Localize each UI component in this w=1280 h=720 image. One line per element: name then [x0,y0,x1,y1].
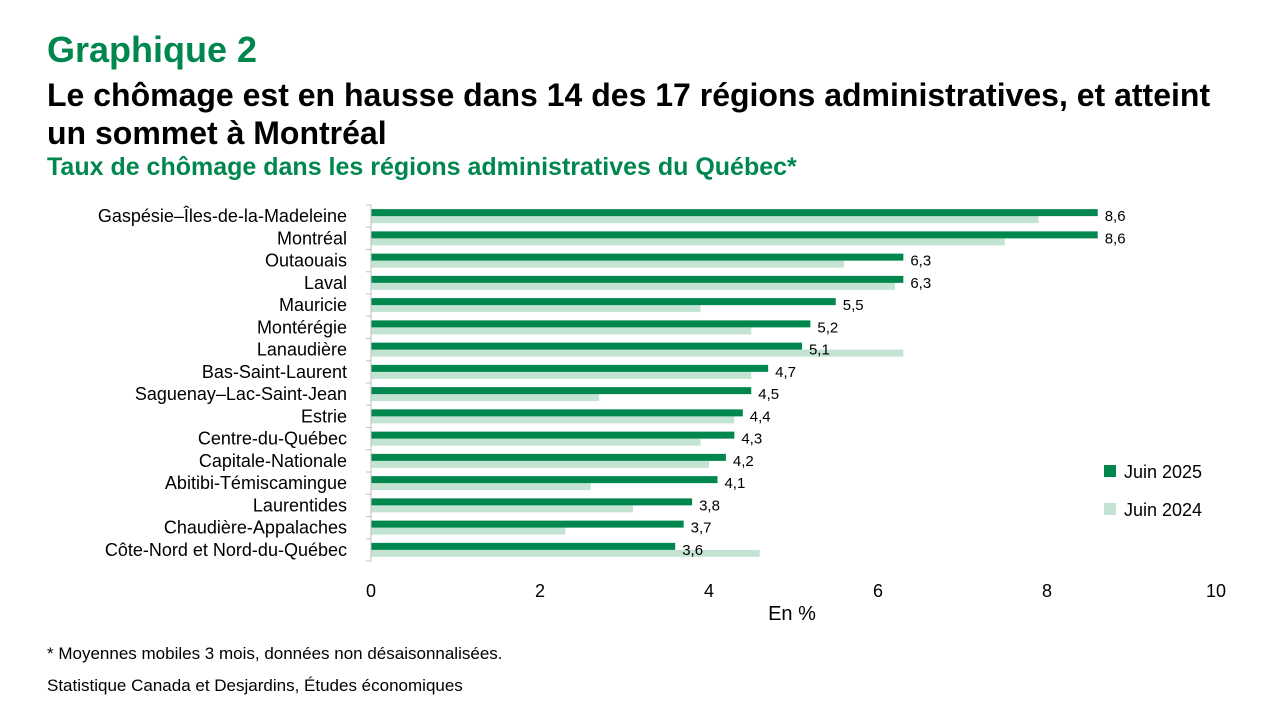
data-label: 4,7 [775,364,796,381]
bar-juin-2024 [371,282,895,290]
data-label: 4,1 [724,475,745,492]
x-tick-label: 10 [1206,581,1226,601]
x-tick-label: 2 [535,581,545,601]
category-label: Montréal [277,228,347,248]
category-label: Capitale-Nationale [199,451,347,471]
bar-juin-2024 [371,416,735,424]
bar-juin-2025 [371,542,676,550]
bar-juin-2024 [371,349,904,357]
category-label: Laurentides [253,495,347,515]
bar-juin-2025 [371,364,769,372]
category-label: Chaudière-Appalaches [164,518,347,538]
category-label: Côte-Nord et Nord-du-Québec [105,540,347,560]
bar-juin-2025 [371,231,1098,239]
data-label: 4,4 [750,408,771,425]
bar-juin-2025 [371,298,836,306]
bar-juin-2024 [371,549,760,557]
x-tick-label: 8 [1042,581,1052,601]
bar-juin-2024 [371,216,1039,224]
category-label: Montérégie [257,317,347,337]
bar-juin-2024 [371,394,600,402]
bar-juin-2024 [371,305,701,313]
bar-juin-2024 [371,371,752,379]
category-label: Abitibi-Témiscamingue [165,473,347,493]
footnote-source: Statistique Canada et Desjardins, Études… [47,676,463,695]
x-tick-label: 0 [366,581,376,601]
data-label: 8,6 [1105,230,1126,247]
category-label: Estrie [301,406,347,426]
category-label: Mauricie [279,295,347,315]
data-label: 5,2 [817,319,838,336]
data-label: 3,7 [691,520,712,537]
category-label: Gaspésie–Îles-de-la-Madeleine [98,206,347,226]
bar-juin-2025 [371,275,904,283]
bar-juin-2024 [371,327,752,335]
bar-juin-2024 [371,505,633,513]
legend-swatch-juin-2025 [1104,465,1116,477]
bar-juin-2025 [371,431,735,439]
category-label: Laval [304,273,347,293]
graph-number: Graphique 2 [47,29,258,70]
chart-header: Graphique 2 Le chômage est en hausse dan… [47,28,1247,182]
legend-label-juin-2024: Juin 2024 [1124,500,1202,520]
bar-juin-2025 [371,453,726,461]
x-axis-title: En % [768,603,816,625]
footnote-note: * Moyennes mobiles 3 mois, données non d… [47,644,503,663]
x-tick-label: 6 [873,581,883,601]
category-label: Saguenay–Lac-Saint-Jean [135,384,347,404]
bar-juin-2025 [371,409,743,417]
data-label: 8,6 [1105,208,1126,225]
bar-juin-2025 [371,476,718,484]
legend-label-juin-2025: Juin 2025 [1124,462,1202,482]
bar-juin-2025 [371,342,802,350]
bar-juin-2025 [371,387,752,395]
data-label: 6,3 [910,275,931,292]
data-label: 4,2 [733,453,754,470]
data-label: 6,3 [910,253,931,270]
data-label: 5,5 [843,297,864,314]
chart-headline: Le chômage est en hausse dans 14 des 17 … [47,77,1211,151]
category-label: Bas-Saint-Laurent [202,362,347,382]
data-label: 5,1 [809,342,830,359]
bar-juin-2024 [371,483,591,491]
legend-swatch-juin-2024 [1104,503,1116,515]
data-label: 3,8 [699,497,720,514]
bar-juin-2025 [371,320,811,328]
bar-juin-2025 [371,253,904,261]
data-label: 4,5 [758,386,779,403]
bar-juin-2024 [371,260,845,268]
data-label: 3,6 [682,542,703,559]
bar-juin-2025 [371,498,693,506]
bar-chart: 8,6 Gaspésie–Îles-de-la-Madeleine 8,6 Montr… [98,204,1226,625]
bar-juin-2025 [371,520,684,528]
category-label: Centre-du-Québec [198,429,347,449]
data-label: 4,3 [741,431,762,448]
chart-subtitle: Taux de chômage dans les régions adminis… [47,153,797,181]
x-tick-label: 4 [704,581,714,601]
bar-juin-2024 [371,527,566,535]
bar-juin-2024 [371,438,701,446]
bar-juin-2024 [371,460,709,468]
category-label: Outaouais [265,251,347,271]
bar-juin-2025 [371,209,1098,217]
bar-juin-2024 [371,238,1005,246]
category-label: Lanaudière [257,340,347,360]
